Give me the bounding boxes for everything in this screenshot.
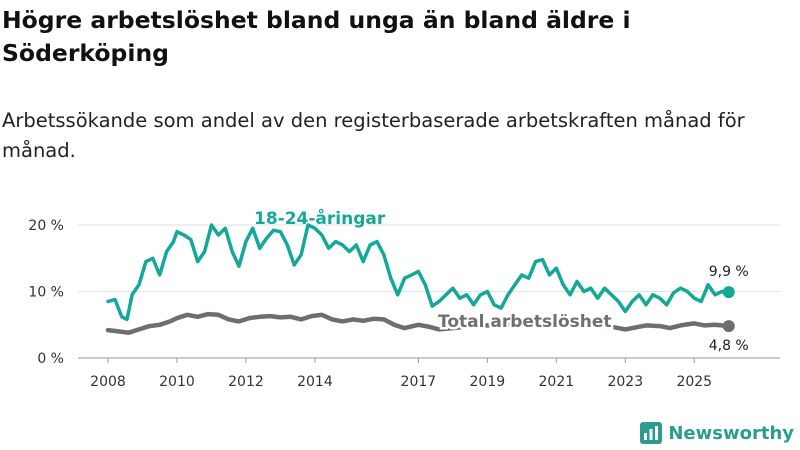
x-tick-label: 2010 xyxy=(159,374,195,390)
x-axis-ticks: 2008 2010 2012 2014 2017 2019 2021 2023 2025 xyxy=(90,358,712,390)
y-tick-label: 10 % xyxy=(28,285,64,301)
series-line-youth xyxy=(106,223,731,322)
y-tick-label: 0 % xyxy=(37,351,64,367)
brand-name: Newsworthy xyxy=(668,422,794,444)
chart-subtitle: Arbetssökande som andel av den registerb… xyxy=(2,109,745,162)
x-tick-label: 2025 xyxy=(676,374,712,390)
x-tick-label: 2014 xyxy=(297,374,333,390)
end-point-total xyxy=(722,320,735,333)
end-value-total: 4,8 % xyxy=(709,338,749,354)
x-tick-label: 2012 xyxy=(228,374,264,390)
line-chart: 0 % 10 % 20 % 2008 2010 2012 2014 2017 2019 2021… xyxy=(28,207,780,390)
end-point-youth xyxy=(722,286,735,299)
x-tick-label: 2017 xyxy=(401,374,437,390)
series-label-youth: 18-24-åringar xyxy=(254,207,386,229)
series-line-total xyxy=(105,311,732,335)
series-label-total: Total arbetslöshet xyxy=(438,312,612,332)
x-tick-label: 2023 xyxy=(607,374,643,390)
y-tick-label: 20 % xyxy=(28,218,64,234)
y-axis-ticks: 0 % 10 % 20 % xyxy=(28,218,64,367)
chart-title: Högre arbetslöshet bland unga än bland ä… xyxy=(2,6,631,67)
brand-logo: Newsworthy xyxy=(640,422,794,444)
end-value-youth: 9,9 % xyxy=(709,264,749,280)
x-tick-label: 2019 xyxy=(470,374,506,390)
x-tick-label: 2021 xyxy=(539,374,575,390)
bar-chart-icon xyxy=(640,422,663,444)
x-tick-label: 2008 xyxy=(90,374,126,390)
